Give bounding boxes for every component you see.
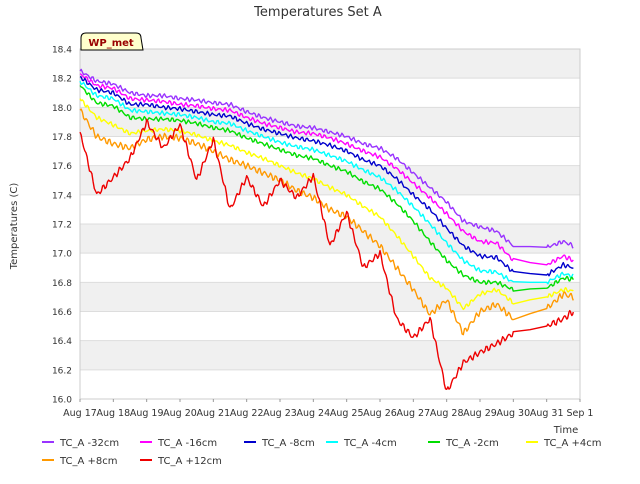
- series-line: [79, 76, 574, 277]
- y-tick-label: 16.8: [52, 279, 72, 289]
- site-badge-box: [80, 32, 144, 51]
- y-tick-label: 17.0: [52, 250, 72, 260]
- y-tick-label: 16.2: [52, 366, 72, 376]
- series-line: [79, 85, 574, 292]
- x-tick-label: Aug 31: [530, 408, 564, 419]
- legend-label: TC_A +8cm: [59, 456, 118, 467]
- grid-band: [80, 282, 580, 312]
- y-tick-label: 16.0: [52, 396, 72, 406]
- y-tick-label: 16.4: [52, 337, 72, 347]
- x-tick-label: Aug 23: [263, 408, 297, 419]
- x-tick-label: Aug 30: [496, 408, 530, 419]
- y-tick-label: 18.4: [52, 46, 72, 56]
- series-line: [79, 80, 574, 285]
- legend-label: TC_A -16cm: [157, 438, 217, 449]
- y-tick-label: 16.6: [52, 308, 72, 318]
- grid-band: [80, 165, 580, 195]
- plot-border: [79, 48, 581, 400]
- y-tick-label: 18.0: [52, 104, 72, 114]
- y-tick-label: 18.2: [52, 75, 72, 85]
- x-tick-label: Aug 29: [463, 408, 497, 419]
- grid-band: [80, 49, 580, 79]
- plot-area: 16.0 16.2 16.4 16.6 16.8 17.0 17.2 17.4 17.6 17.8…: [52, 46, 594, 420]
- legend: TC_A -32cm TC_A -16cm TC_A -8cm TC_A -4cm TC…: [42, 438, 602, 467]
- legend-label: TC_A -32cm: [59, 438, 119, 449]
- y-tick-label: 17.6: [52, 162, 72, 172]
- chart-title: Temperatures Set A: [253, 5, 382, 20]
- y-tick-label: 17.4: [52, 191, 72, 201]
- y-tick-label: 17.8: [52, 133, 72, 143]
- legend-label: TC_A -8cm: [261, 438, 315, 449]
- y-axis-label: Temperatures (C): [9, 183, 20, 271]
- x-tick-label: Aug 27: [396, 408, 430, 419]
- x-tick-label: Aug 19: [130, 408, 164, 419]
- x-tick-label: Sep 1: [567, 408, 594, 419]
- x-tick-label: Aug 22: [230, 408, 264, 419]
- x-tick-label: Aug 28: [430, 408, 464, 419]
- grid-band: [80, 340, 580, 370]
- x-tick-label: Aug 26: [363, 408, 397, 419]
- x-tick-label: Aug 17: [63, 408, 97, 419]
- series-line: [79, 118, 574, 390]
- x-tick-label: Aug 20: [163, 408, 197, 419]
- site-badge-label: WP_met: [88, 38, 134, 49]
- x-tick-label: Aug 18: [96, 408, 130, 419]
- legend-label: TC_A +4cm: [543, 438, 602, 449]
- legend-label: TC_A +12cm: [157, 456, 222, 467]
- series-line: [79, 73, 574, 266]
- x-tick-label: Aug 21: [196, 408, 230, 419]
- x-tick-label: Aug 24: [296, 408, 330, 419]
- legend-label: TC_A -4cm: [343, 438, 397, 449]
- grid-band: [80, 224, 580, 254]
- series-line: [79, 68, 574, 249]
- site-badge: WP_met: [80, 32, 144, 51]
- x-axis-label: Time: [553, 425, 578, 436]
- y-tick-label: 17.2: [52, 221, 72, 231]
- x-tick-label: Aug 25: [330, 408, 364, 419]
- legend-label: TC_A -2cm: [445, 438, 499, 449]
